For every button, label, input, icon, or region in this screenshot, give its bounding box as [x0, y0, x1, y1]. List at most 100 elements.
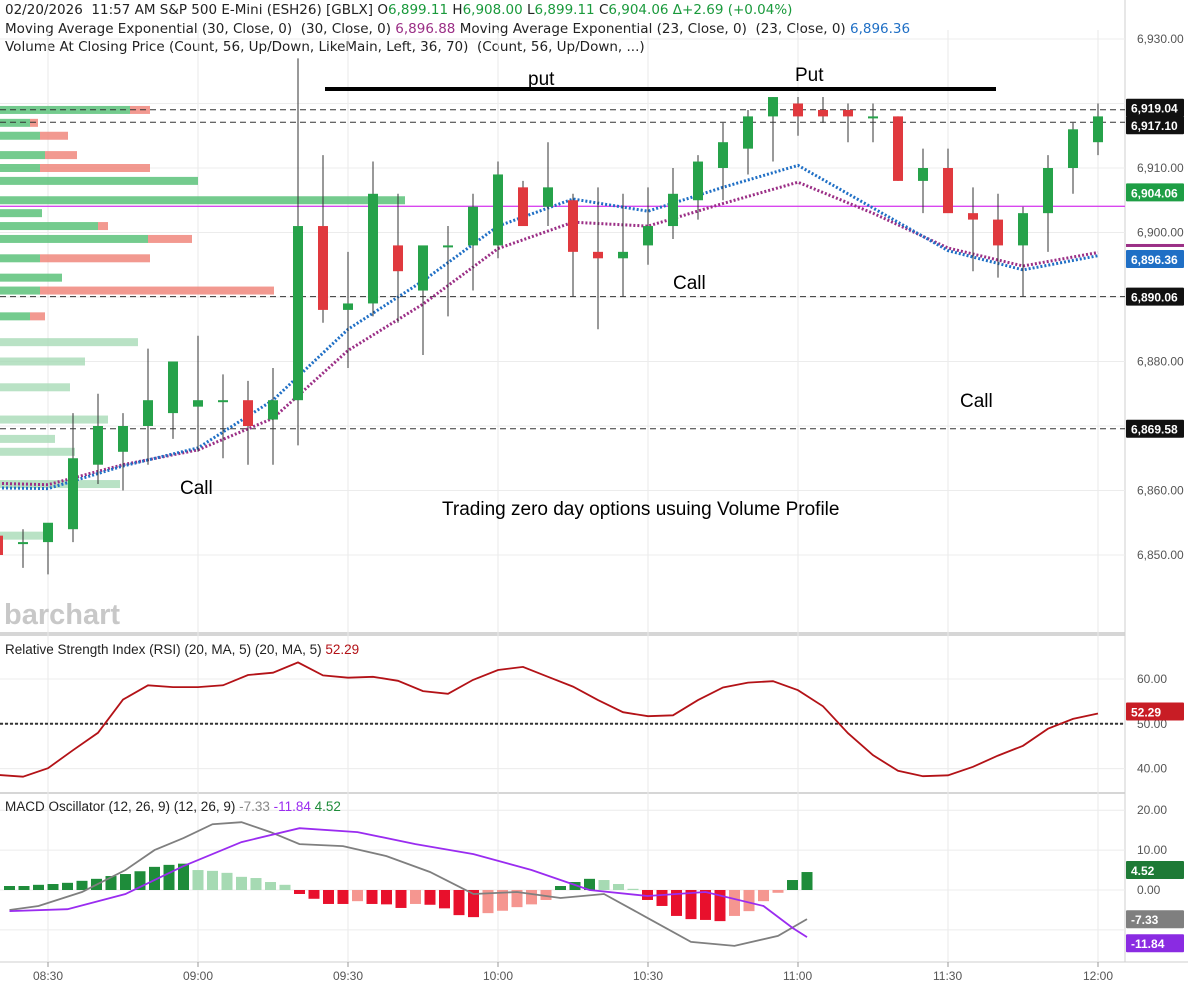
time-tick-label: 09:00 [183, 969, 213, 983]
volume-profile [0, 105, 405, 540]
candle-up [418, 245, 428, 291]
macd-signal-tag: -11.84 [1131, 937, 1165, 951]
ema23-tag-bg [1126, 249, 1184, 268]
time-tick-label: 11:30 [933, 969, 962, 983]
candle-up [1068, 129, 1078, 168]
candle-down [943, 168, 953, 214]
put-left-label: put [528, 69, 555, 90]
volume-profile-up-bar [0, 273, 62, 282]
macd-histogram-positive [598, 880, 610, 890]
macd-tick: 0.00 [1137, 883, 1161, 897]
high-value: 6,908.00 [462, 2, 523, 18]
level-tag-6890-bg [1126, 287, 1184, 306]
volume-profile-down-bar [40, 164, 150, 172]
macd-histogram-positive [787, 880, 798, 890]
macd-histogram-negative [352, 890, 363, 902]
macd-line-tag-bg [1126, 910, 1184, 929]
candle-up [93, 426, 103, 465]
volume-profile-up-bar [0, 312, 30, 321]
rsi-line [0, 661, 1099, 778]
low-label: L [526, 2, 535, 18]
volume-profile-up-bar [0, 151, 45, 160]
barchart-watermark: barchart [4, 599, 120, 631]
volume-profile-down-bar [40, 131, 68, 140]
chart-header-line-3: Volume At Closing Price (Count, 56, Up/D… [5, 39, 645, 55]
close-value: 6,904.06 [608, 2, 669, 18]
level-tag-6869: 6,869.58 [1131, 423, 1178, 437]
candlesticks [0, 58, 1103, 575]
high-label: H [452, 2, 463, 18]
macd-histogram-negative [642, 890, 653, 900]
volume-profile-up-bar [0, 357, 85, 366]
candle-up [368, 193, 378, 304]
volume-profile-up-bar [0, 415, 108, 424]
call-right-label: Call [960, 391, 993, 412]
macd-histogram-tag: 4.52 [1131, 864, 1155, 878]
price-tick: 6,910.00 [1137, 161, 1184, 175]
candle-down [243, 400, 253, 426]
candle-up [1043, 168, 1053, 214]
change-value: Δ+2.69 (+0.04%) [672, 2, 793, 18]
candle-up [443, 245, 453, 248]
macd-histogram-positive [250, 878, 262, 890]
candle-up [343, 303, 353, 310]
macd-histogram-negative [714, 890, 726, 922]
candle-up [918, 168, 928, 181]
macd-histogram-positive [265, 882, 276, 890]
rsi-tick: 40.00 [1137, 762, 1167, 776]
macd-histogram-tag-bg [1126, 860, 1184, 879]
macd-histogram-positive [207, 870, 218, 890]
open-value: 6,899.11 [387, 2, 449, 18]
macd-histogram-positive [279, 884, 291, 890]
macd-histogram-negative [453, 890, 465, 916]
macd-line-tag: -7.33 [1131, 913, 1159, 927]
volume-profile-up-bar [0, 131, 40, 140]
candle-up [168, 361, 178, 414]
macd-signal-tag-bg [1126, 934, 1184, 953]
volume-profile-up-bar [0, 434, 55, 443]
volume-profile-down-bar [30, 118, 38, 127]
last-price-tag-bg [1126, 183, 1184, 202]
low-value: 6,899.11 [534, 2, 595, 18]
macd-value-1: -7.33 [239, 799, 274, 814]
candle-down [393, 245, 403, 272]
macd-histogram-negative [685, 890, 697, 920]
candle-up [1018, 213, 1028, 246]
macd-histogram-positive [149, 866, 160, 890]
macd-histogram-positive [569, 882, 581, 890]
macd-histogram-negative [497, 890, 508, 911]
call-left-label: Call [180, 478, 213, 499]
vap-label: Volume At Closing Price (Count, 56, Up/D… [5, 39, 645, 55]
macd-histogram-negative [758, 890, 769, 902]
volume-profile-up-bar [0, 234, 148, 243]
volume-profile-up-bar [0, 480, 120, 489]
macd-histogram-negative [482, 890, 494, 914]
time-tick-label: 08:30 [33, 969, 63, 983]
macd-histogram-positive [192, 870, 204, 890]
macd-histogram-negative [395, 890, 407, 908]
macd-histogram-positive [627, 888, 639, 890]
rsi-value: 52.29 [325, 642, 359, 657]
volume-profile-up-bar [0, 447, 75, 456]
macd-histogram-negative [656, 890, 668, 906]
candle-up [193, 400, 203, 407]
ema-lines [0, 163, 1099, 491]
candle-up [143, 400, 153, 426]
volume-profile-down-bar [45, 151, 77, 160]
volume-profile-up-bar [0, 222, 98, 231]
candle-up [543, 187, 553, 207]
panel-divider [0, 792, 1125, 794]
candle-down [593, 251, 603, 259]
candle-up [618, 251, 628, 259]
candle-down [843, 109, 853, 117]
price-tick: 6,850.00 [1137, 548, 1184, 562]
macd-histogram-positive [236, 876, 247, 890]
volume-profile-up-bar [0, 176, 198, 185]
ema23-label: Moving Average Exponential (23, Close, 0… [459, 21, 846, 37]
macd-histogram-positive [120, 874, 131, 890]
candle-down [893, 116, 903, 181]
chart-header-line-1: 02/20/2026 11:57 AM S&P 500 E-Mini (ESH2… [5, 2, 792, 18]
ema30-label: Moving Average Exponential (30, Close, 0… [5, 21, 391, 37]
open-label: O [377, 2, 388, 18]
